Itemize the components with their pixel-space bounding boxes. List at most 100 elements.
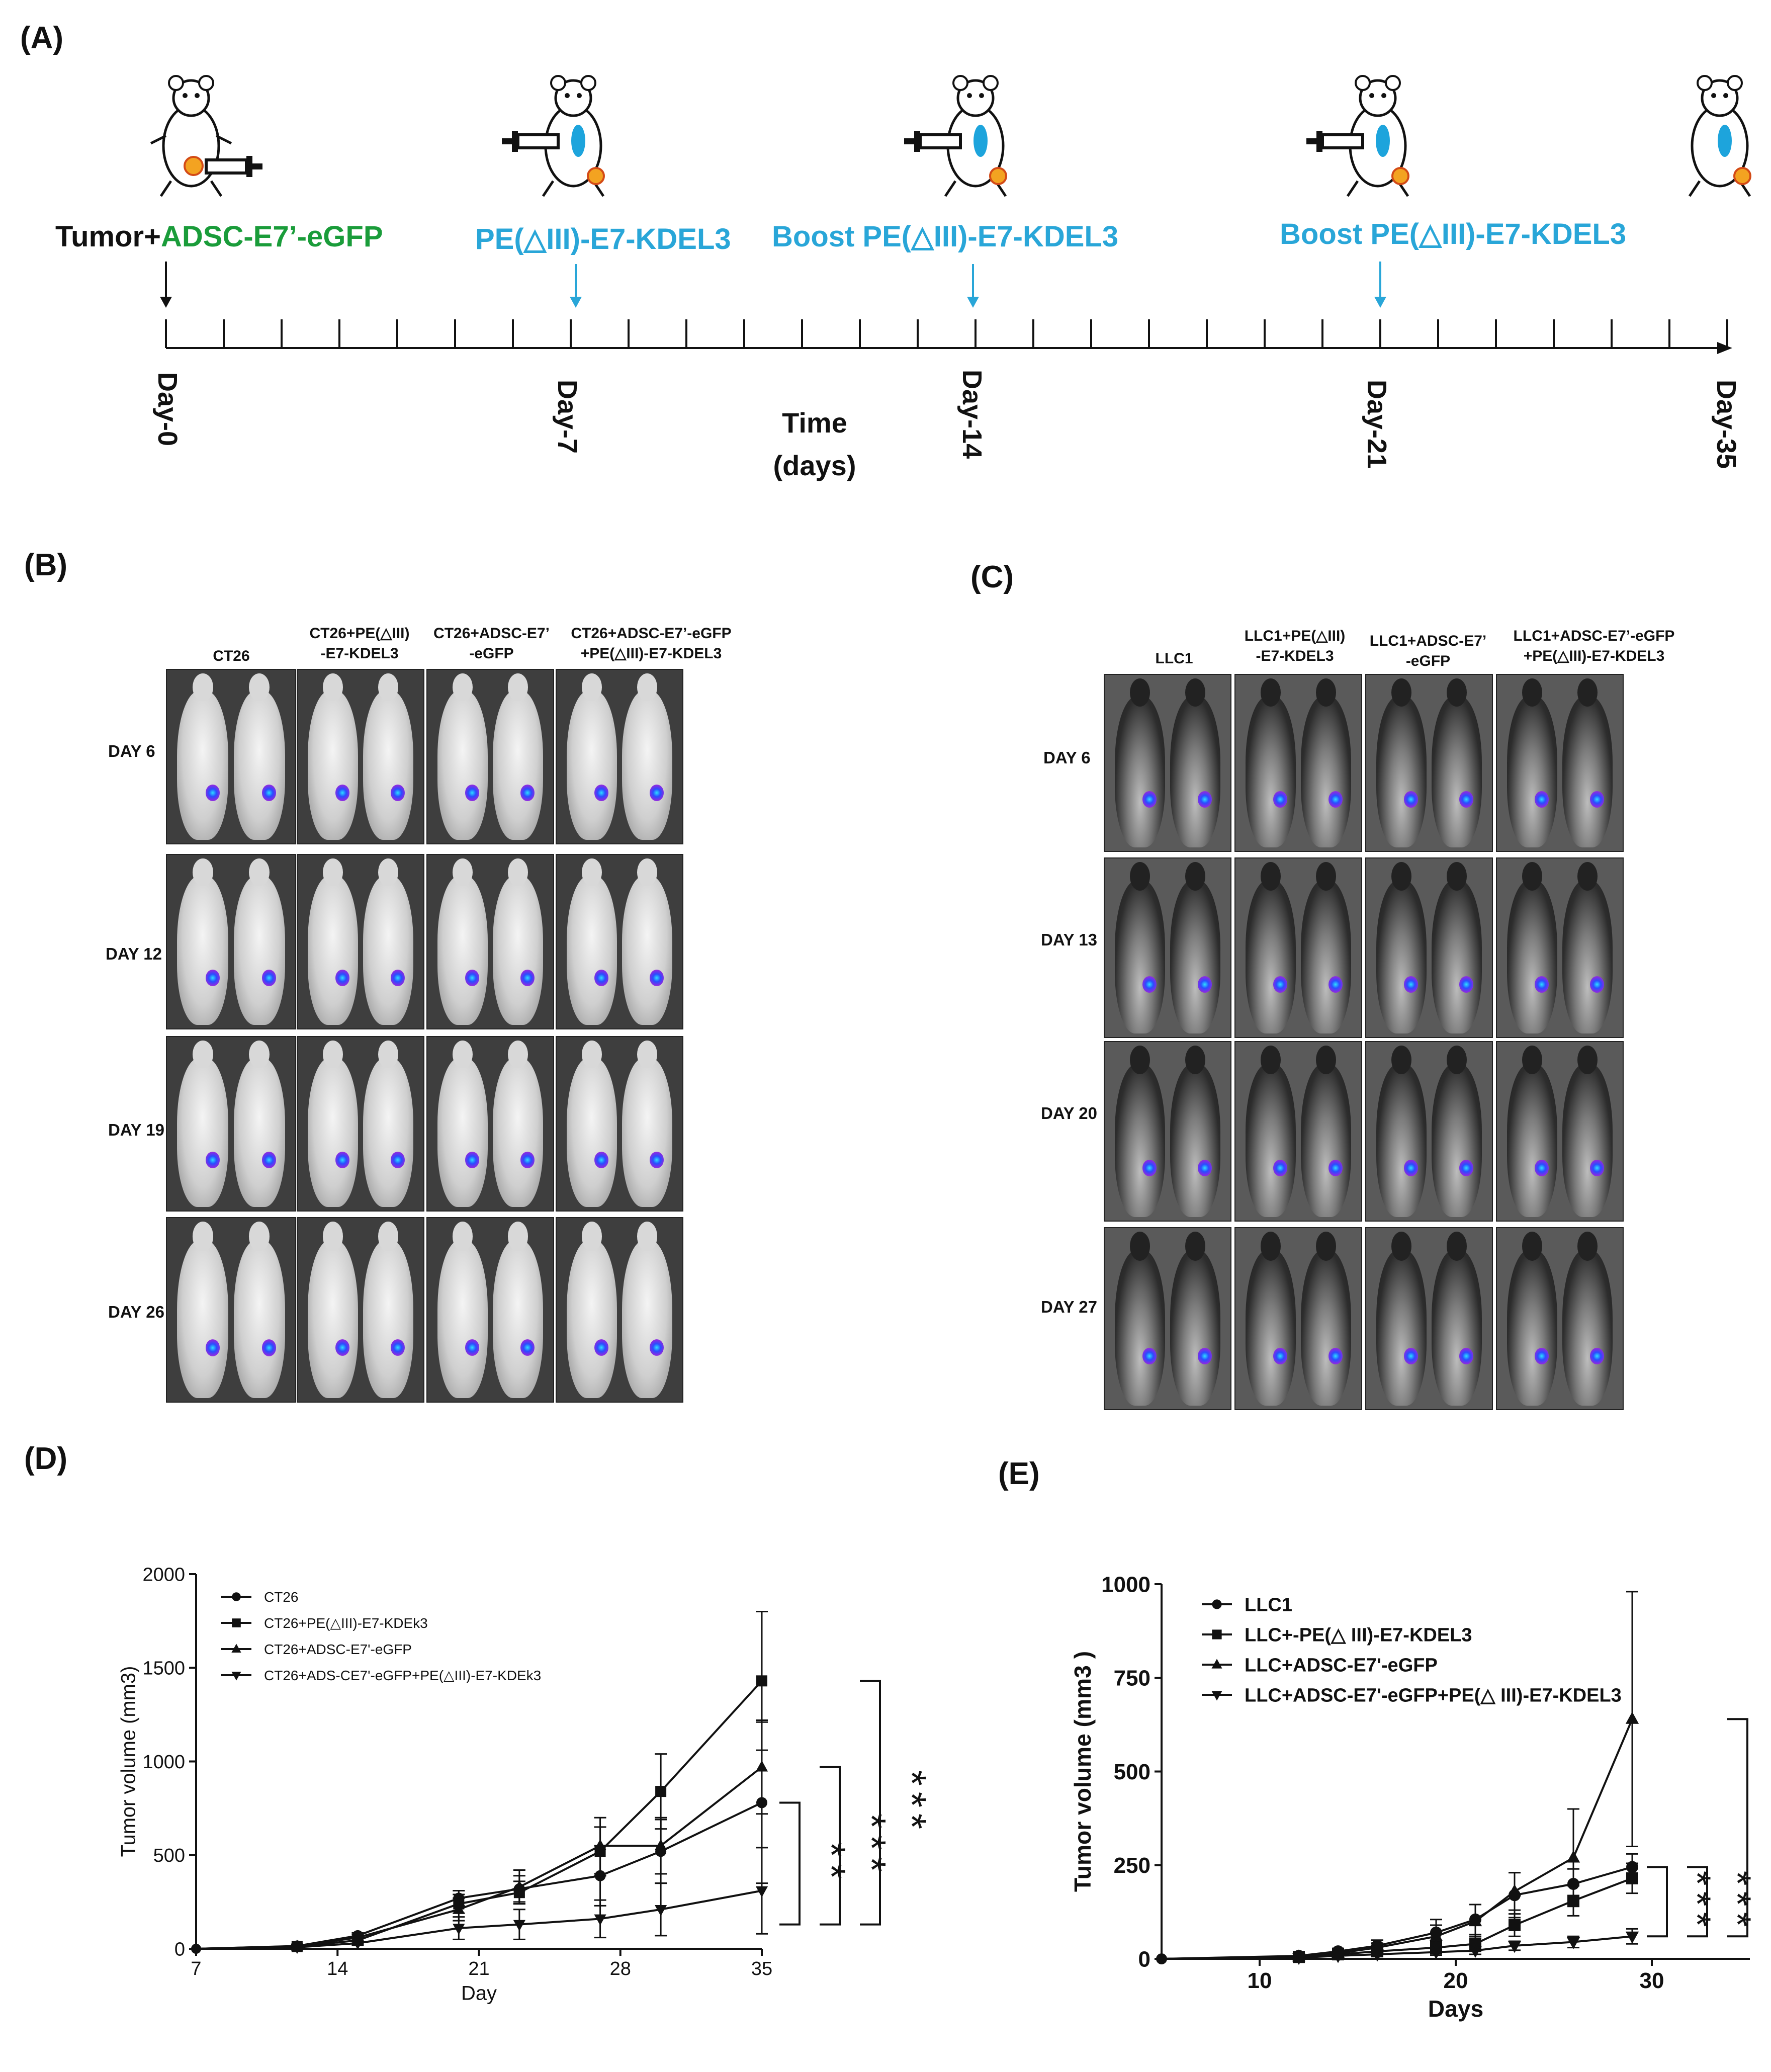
tumor-signal [1198,1347,1212,1364]
grid-column-title: CT26+ADSC-E7’ -eGFP [433,625,550,662]
mouse-silhouette [1246,1063,1296,1217]
legend-label: LLC+-PE(△ III)-E7-KDEL3 [1245,1624,1472,1646]
mouse-head [1316,1046,1336,1074]
data-point [1212,1599,1222,1609]
data-point [351,1939,364,1950]
legend-item: CT26+ADS-CE7'-eGFP+PE(△III)-E7-KDEk3 [221,1668,541,1683]
mouse-silhouette [308,690,358,840]
tumor-signal [1329,976,1343,993]
tumor-signal [465,1339,479,1356]
legend-label: CT26+ADS-CE7'-eGFP+PE(△III)-E7-KDEk3 [264,1668,541,1683]
data-point [756,1675,767,1687]
tumor-signal [1142,1160,1157,1177]
data-point [1156,1953,1167,1964]
significance-stars: ** [809,1842,854,1885]
mouse-head [637,858,657,887]
ct26-tumor-volume-chart: 0 500 1000 1500 2000 7 14 21 28 35 Day Tumor volume… [117,1564,934,2004]
legend-item: LLC1 [1202,1594,1292,1615]
bioluminescence-image [1496,674,1624,852]
grid-row-label: DAY 26 [108,1303,164,1321]
data-point [1626,1872,1638,1884]
significance-stars: *** [890,1770,934,1835]
mouse-head [323,673,343,702]
mouse-head [508,1040,528,1069]
x-tick-label: 20 [1444,1968,1468,1993]
bioluminescence-image [556,1036,683,1212]
grid-column-title: CT26+ADSC-E7’-eGFP +PE(△III)-E7-KDEL3 [571,625,732,662]
bracket-line [1727,1718,1748,1938]
tumor-signal [261,1151,276,1169]
series-line [196,1680,763,1950]
data-point [191,1944,201,1954]
grid-column-title: CT26+PE(△III) -E7-KDEL3 [309,625,410,662]
tumor-signal [1273,791,1287,808]
data-point [513,1880,525,1891]
series-line [1161,1935,1633,1960]
mouse-injection-icon [150,75,262,197]
data-point [1508,1941,1522,1953]
tumor-signal [1459,1347,1473,1364]
mouse-silhouette [1507,696,1557,847]
mouse-silhouette [1432,696,1482,847]
mouse-silhouette [1170,696,1220,847]
mouse-head [508,673,528,702]
mouse-head [508,858,528,887]
mouse-head [1447,1046,1467,1074]
data-point [1566,1850,1580,1863]
series-3 [191,1847,768,1954]
data-point [1370,1949,1384,1962]
data-point [232,1592,241,1601]
bioluminescence-image [1234,1041,1362,1222]
mouse-head [582,673,602,702]
mouse-silhouette [1562,1250,1613,1406]
grid-row-label: DAY 27 [1041,1298,1097,1316]
treatment-timeline: Tumor+ADSC-E7’-eGFP PE(△III)-E7-KDEL3 Bo… [55,75,1751,481]
mouse-silhouette [1562,880,1613,1033]
timeline-day-label: Day-0 [152,372,183,446]
data-point [1566,1937,1580,1949]
timeline-treat-label: PE(△III)-E7-KDEL3 [475,223,731,255]
mouse-head [249,673,270,702]
bioluminescence-image [1104,674,1231,852]
mouse-silhouette [567,690,617,840]
legend-item: CT26+ADSC-E7'-eGFP [221,1642,412,1657]
series-line [1161,1877,1633,1960]
legend-item: LLC+-PE(△ III)-E7-KDEL3 [1202,1624,1472,1646]
y-tick-label: 0 [1138,1947,1150,1971]
data-point [1211,1691,1222,1701]
bioluminescence-image [1365,1041,1493,1222]
bioluminescence-image [1234,674,1362,852]
mouse-head [1185,1232,1205,1261]
mouse-head [1316,678,1336,707]
mouse-head [1577,1232,1598,1261]
tumor-signal [520,784,535,801]
series-2 [191,1719,768,1954]
tumor-signal [1198,976,1212,993]
tumor-signal [650,784,664,801]
data-point [453,1924,465,1935]
y-tick-label: 1500 [142,1658,185,1679]
panel-label-c: (C) [970,560,1014,594]
bioluminescence-image [1496,857,1624,1038]
tumor-signal [261,1339,276,1356]
bioluminescence-image [166,1036,296,1212]
bracket-line [860,1680,881,1926]
grid-column-title: CT26 [213,648,250,664]
mouse-injection-icon [502,75,605,197]
data-point [1468,1946,1482,1958]
mouse-head [453,1222,473,1251]
mouse-head [378,858,398,887]
mouse-silhouette [1170,880,1220,1033]
mouse-head [1447,1232,1467,1261]
bioluminescence-image [556,669,683,844]
tumor-signal [1404,1160,1418,1177]
mouse-silhouette [493,1240,543,1398]
mouse-head [1391,678,1411,707]
tumor-signal [335,1339,349,1356]
data-point [232,1618,241,1627]
mouse-silhouette [493,876,543,1025]
legend-label: LLC1 [1245,1594,1292,1615]
tumor-signal [1273,976,1287,993]
legend-label: CT26+ADSC-E7'-eGFP [264,1642,412,1657]
data-point [755,1760,768,1772]
